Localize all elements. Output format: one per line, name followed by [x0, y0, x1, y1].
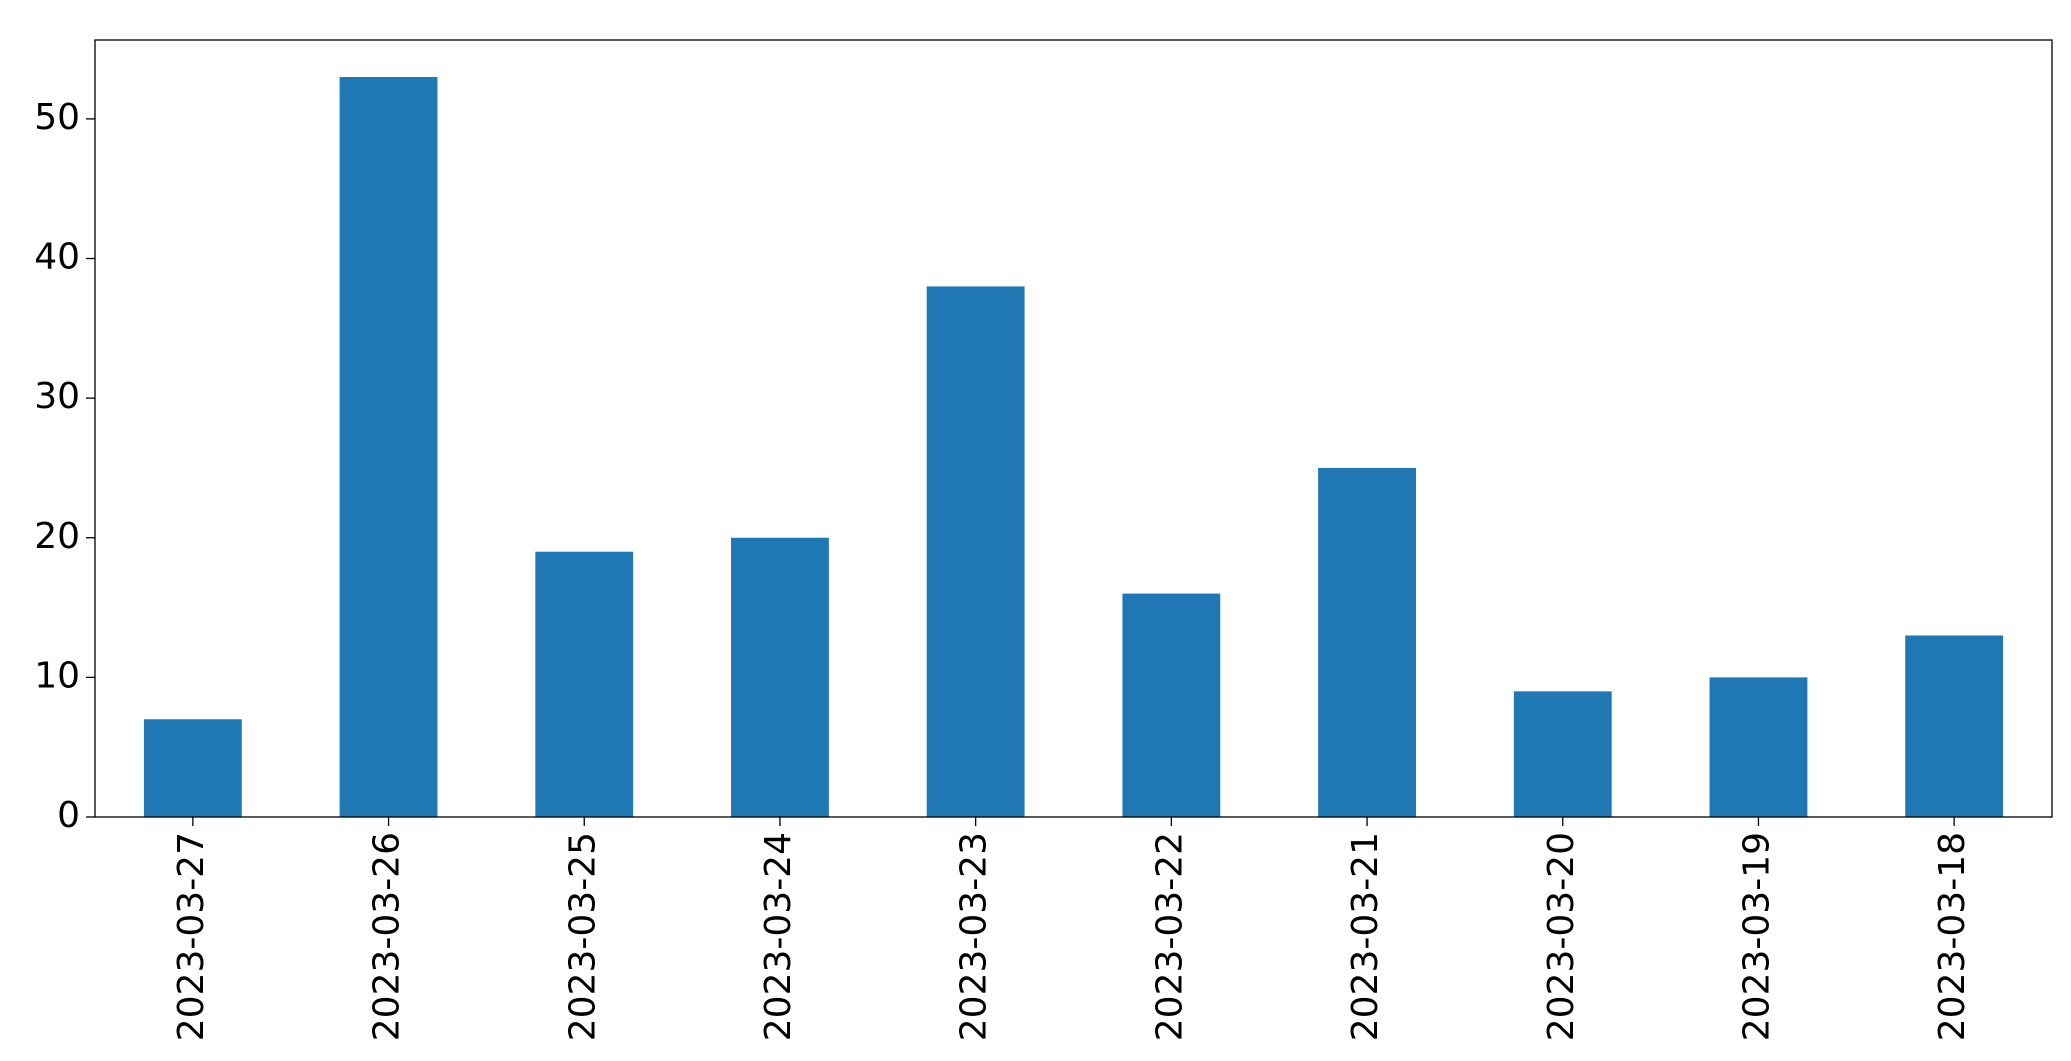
y-tick-label: 30: [34, 376, 80, 417]
x-tick-label: 2023-03-27: [171, 832, 212, 1041]
x-tick-label: 2023-03-25: [562, 832, 603, 1041]
y-tick-label: 10: [34, 655, 80, 696]
bar: [339, 77, 438, 817]
x-tick-label: 2023-03-26: [367, 832, 408, 1041]
bar: [143, 719, 242, 817]
bar: [1122, 593, 1221, 817]
bar: [1905, 635, 2004, 817]
x-tick-label: 2023-03-24: [758, 832, 799, 1041]
x-tick-label: 2023-03-18: [1932, 832, 1973, 1041]
x-tick-label: 2023-03-22: [1149, 832, 1190, 1041]
y-tick-label: 50: [34, 97, 80, 138]
x-tick-label: 2023-03-19: [1736, 832, 1777, 1041]
x-tick-label: 2023-03-20: [1541, 832, 1582, 1041]
y-tick-label: 40: [34, 237, 80, 278]
bar: [731, 537, 829, 817]
x-tick-label: 2023-03-21: [1345, 832, 1386, 1041]
y-tick-label: 0: [57, 795, 80, 836]
bar: [1318, 467, 1416, 817]
bar: [1709, 677, 1808, 817]
x-tick-label: 2023-03-23: [954, 832, 995, 1041]
plot-frame: [94, 39, 2053, 818]
bar: [1513, 691, 1612, 817]
bar: [535, 551, 634, 817]
y-tick-label: 20: [34, 516, 80, 557]
bar: [926, 286, 1025, 817]
